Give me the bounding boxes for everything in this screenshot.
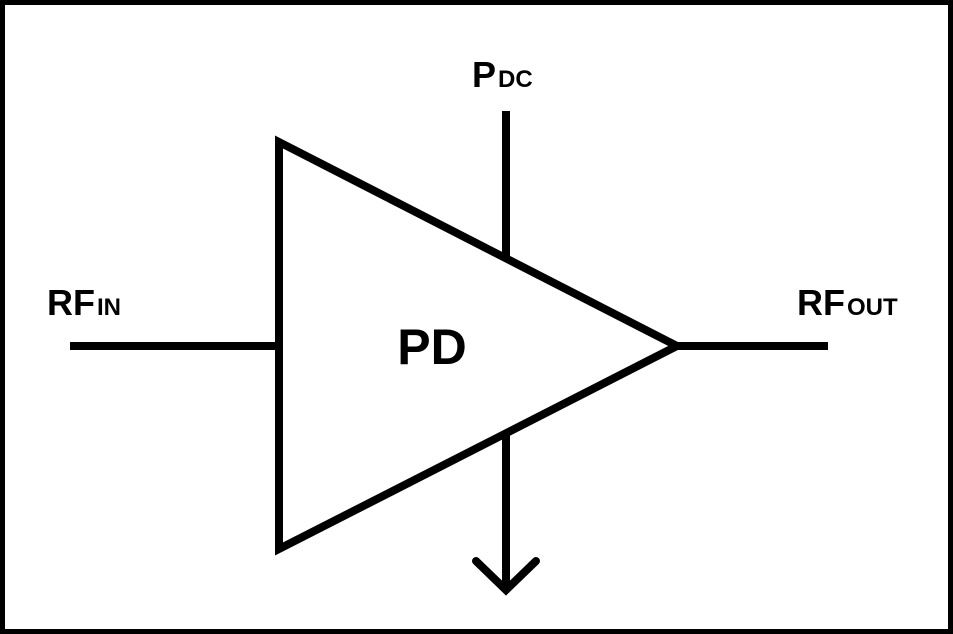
output-port-label: RFOUT: [797, 282, 898, 323]
output-port-label-sub: OUT: [847, 294, 898, 321]
output-port-label-main: RF: [797, 282, 845, 323]
input-port-label-sub: IN: [97, 294, 121, 321]
dissipation-arrowhead: [472, 557, 540, 596]
input-port-label-main: RF: [47, 282, 95, 323]
block-label: PD: [397, 319, 466, 375]
amplifier-triangle: [275, 135, 686, 556]
input-port-label: RFIN: [47, 282, 121, 323]
supply-port-label: PDC: [472, 54, 533, 95]
supply-port-label-sub: DC: [498, 66, 533, 93]
supply-port-label-main: P: [472, 54, 496, 95]
